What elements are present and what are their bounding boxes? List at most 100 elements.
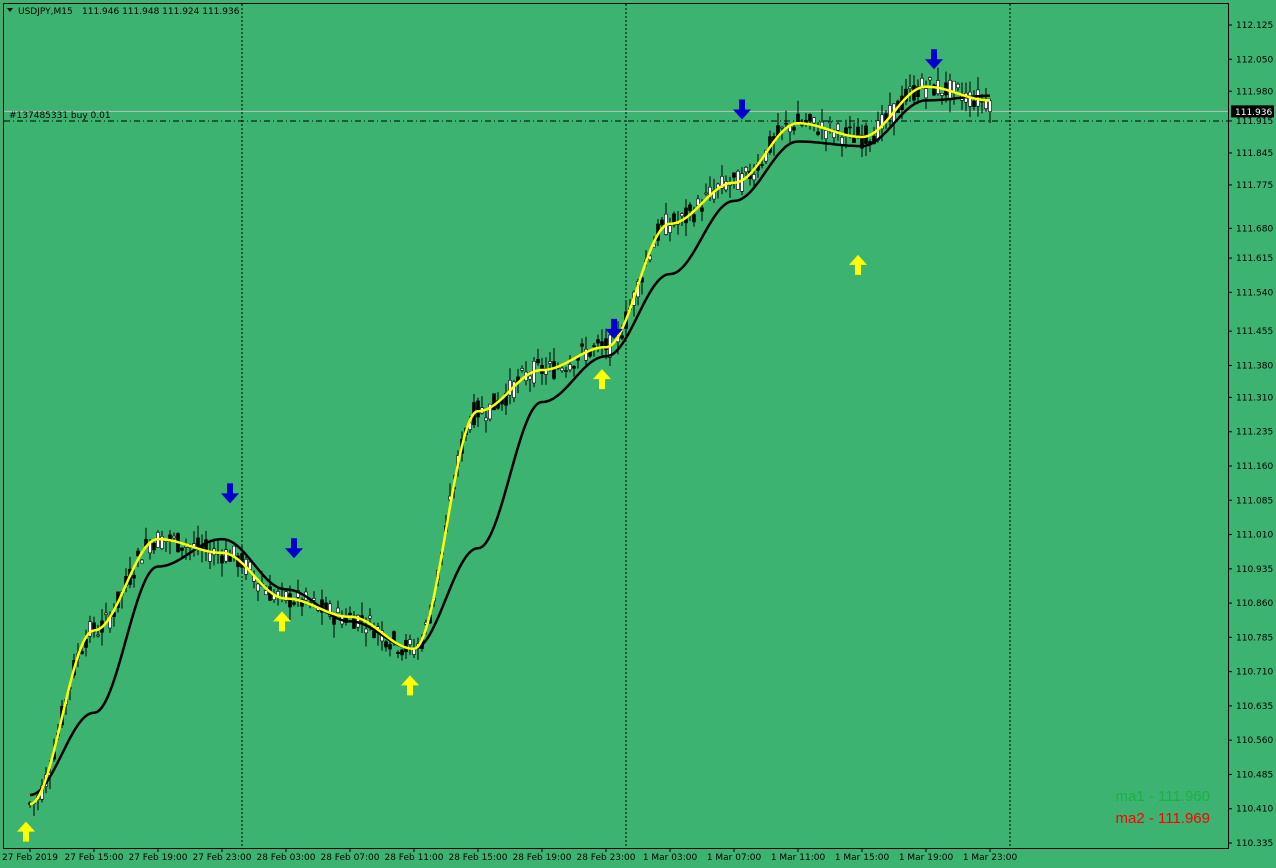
arrow-layer bbox=[17, 49, 943, 842]
y-tick-label: 111.980 bbox=[1236, 87, 1273, 97]
chart-header: USDJPY,M15 111.946 111.948 111.924 111.9… bbox=[7, 7, 240, 17]
x-tick-label: 27 Feb 15:00 bbox=[64, 853, 123, 863]
x-tick-label: 1 Mar 03:00 bbox=[643, 853, 698, 863]
candle bbox=[336, 600, 340, 614]
y-tick-label: 110.560 bbox=[1236, 736, 1273, 746]
candle-body bbox=[968, 91, 972, 107]
y-tick-label: 111.775 bbox=[1236, 181, 1273, 191]
sell-arrow-icon bbox=[285, 538, 303, 559]
candle-body bbox=[796, 113, 800, 124]
candle bbox=[208, 539, 212, 569]
candle bbox=[928, 76, 932, 87]
candle-body bbox=[292, 602, 296, 605]
x-axis: 27 Feb 2019 27 Feb 15:00 27 Feb 19:00 27 Fe… bbox=[2, 848, 1017, 863]
candle-body bbox=[184, 545, 188, 548]
candle bbox=[792, 124, 796, 135]
candle-body bbox=[864, 125, 868, 144]
candle bbox=[152, 540, 156, 555]
ma2-line bbox=[29, 94, 990, 797]
candle bbox=[96, 624, 100, 638]
y-tick-label: 111.160 bbox=[1236, 462, 1273, 472]
candle-body bbox=[180, 547, 184, 551]
candle-body bbox=[548, 361, 552, 364]
ma-layer bbox=[29, 85, 990, 806]
x-tick-label: 27 Feb 23:00 bbox=[192, 853, 251, 863]
sell-arrow-icon bbox=[221, 483, 239, 504]
candle-body bbox=[956, 83, 960, 89]
candle-body bbox=[744, 167, 748, 173]
y-tick-label: 110.785 bbox=[1236, 633, 1273, 643]
candle-body bbox=[288, 593, 292, 608]
candle-body bbox=[136, 550, 140, 557]
y-tick-label: 110.485 bbox=[1236, 770, 1273, 780]
candle-body bbox=[828, 121, 832, 124]
candle-body bbox=[544, 368, 548, 375]
ohlc-values: 111.946 111.948 111.924 111.936 bbox=[82, 7, 240, 17]
candle-body bbox=[988, 100, 992, 112]
candle-body bbox=[412, 649, 416, 655]
candle bbox=[836, 122, 840, 141]
candle-body bbox=[208, 552, 212, 562]
arrow-shape bbox=[221, 483, 239, 504]
candle-body bbox=[704, 192, 708, 195]
candle bbox=[924, 80, 928, 110]
candle-body bbox=[80, 651, 84, 654]
candle-body bbox=[908, 86, 912, 89]
x-tick-label: 1 Mar 11:00 bbox=[771, 853, 826, 863]
candle-body bbox=[680, 213, 684, 217]
candle bbox=[284, 590, 288, 604]
buy-arrow-icon bbox=[849, 254, 867, 275]
candle bbox=[528, 371, 532, 392]
candle-body bbox=[488, 403, 492, 420]
candle bbox=[224, 540, 228, 564]
y-tick-label: 110.410 bbox=[1236, 805, 1273, 815]
candle-body bbox=[384, 641, 388, 648]
candle-body bbox=[492, 393, 496, 411]
candle bbox=[88, 615, 92, 643]
candle bbox=[736, 169, 740, 190]
candle-body bbox=[808, 114, 812, 122]
candle-body bbox=[792, 126, 796, 131]
candle-body bbox=[688, 204, 692, 211]
grid-layer bbox=[241, 4, 1011, 848]
candle-body bbox=[580, 343, 584, 347]
current-price-tag: 111.936 bbox=[1231, 105, 1274, 118]
arrow-shape bbox=[925, 49, 943, 70]
candle-body bbox=[692, 214, 696, 223]
candle-body bbox=[328, 603, 332, 617]
x-tick-label: 1 Mar 19:00 bbox=[899, 853, 954, 863]
candle bbox=[568, 355, 572, 373]
candle-body bbox=[684, 207, 688, 224]
candle bbox=[484, 407, 488, 433]
candle bbox=[396, 650, 400, 659]
candle bbox=[384, 640, 388, 652]
candle-body bbox=[560, 367, 564, 371]
candle bbox=[348, 606, 352, 617]
y-tick-label: 111.680 bbox=[1236, 224, 1273, 234]
candle bbox=[704, 183, 708, 196]
candle bbox=[660, 216, 664, 227]
candle-body bbox=[220, 555, 224, 564]
arrow-shape bbox=[273, 611, 291, 632]
chevron-down-icon[interactable] bbox=[7, 8, 13, 12]
arrow-shape bbox=[733, 99, 751, 120]
candle bbox=[572, 365, 576, 377]
candle-body bbox=[836, 123, 840, 131]
candle-body bbox=[552, 361, 556, 379]
candle bbox=[864, 122, 868, 157]
candle bbox=[668, 217, 672, 242]
candle bbox=[520, 365, 524, 373]
candle-body bbox=[784, 122, 788, 125]
y-tick-label: 111.380 bbox=[1236, 361, 1273, 371]
candle-body bbox=[396, 651, 400, 654]
candle bbox=[808, 113, 812, 130]
arrow-shape bbox=[17, 821, 35, 842]
candle bbox=[860, 124, 864, 157]
candle-body bbox=[224, 549, 228, 562]
candle-body bbox=[816, 131, 820, 135]
y-tick-label: 110.635 bbox=[1236, 702, 1273, 712]
y-tick-label: 111.010 bbox=[1236, 531, 1273, 541]
candle bbox=[256, 583, 260, 602]
